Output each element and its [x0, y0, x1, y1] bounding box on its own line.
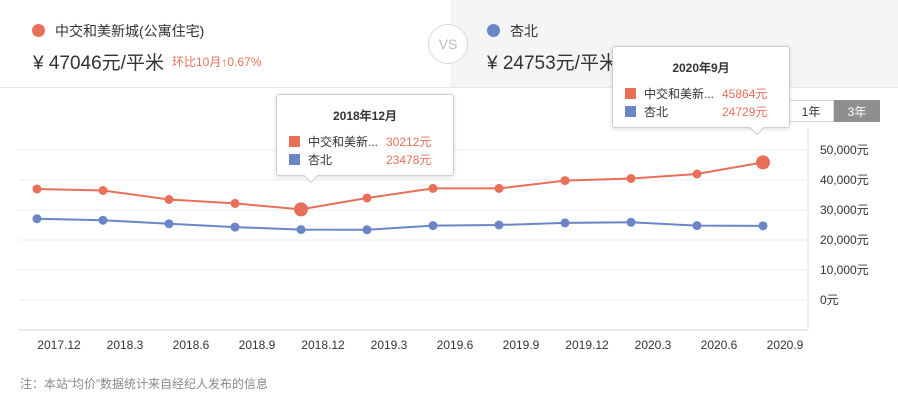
data-point: [32, 214, 42, 224]
tooltip-2018-12: 2018年12月 中交和美新... 30212元 杏北 23478元: [276, 94, 454, 184]
data-point: [626, 174, 636, 183]
tab-3-years[interactable]: 3年: [834, 100, 880, 122]
data-point: [164, 219, 174, 229]
x-tick-label: 2018.6: [173, 338, 210, 352]
compare-left-panel: 中交和美新城(公寓住宅) ¥ 47046元/平米 环比10月↑0.67%: [0, 0, 450, 87]
data-point: [428, 183, 438, 193]
x-tick-label: 2018.3: [107, 338, 144, 352]
right-area-name: 杏北: [510, 23, 538, 39]
data-point: [32, 184, 42, 194]
tooltip-2020-09: 2020年9月 中交和美新... 45864元 杏北 24729元: [612, 46, 790, 136]
comparison-header: 中交和美新城(公寓住宅) ¥ 47046元/平米 环比10月↑0.67% 杏北 …: [0, 0, 898, 88]
data-point: [296, 225, 306, 235]
tooltip-row-name: 杏北: [308, 152, 333, 167]
data-point: [230, 222, 240, 232]
tooltip-row-value: 24729元: [722, 104, 768, 119]
tooltip-row-name: 中交和美新...: [644, 86, 715, 101]
data-point: [494, 220, 504, 230]
data-point: [560, 218, 570, 228]
data-point: [230, 198, 240, 208]
data-source-note: 注：本站“均价”数据统计来自经纪人发布的信息: [20, 377, 268, 391]
right-area-price: ¥ 24753元/平米: [487, 53, 618, 74]
data-point: [428, 221, 438, 231]
x-tick-label: 2019.3: [371, 338, 408, 352]
x-tick-label: 2019.6: [437, 338, 474, 352]
tooltip-row-value: 30212元: [386, 134, 432, 149]
x-tick-label: 2019.9: [503, 338, 540, 352]
data-point: [758, 221, 768, 231]
x-tick-label: 2017.12: [37, 338, 81, 352]
series-dot-left: [32, 24, 45, 37]
y-tick-label: 10,000元: [820, 263, 869, 277]
x-tick-label: 2019.12: [565, 338, 609, 352]
tab-1-year[interactable]: 1年: [788, 100, 834, 122]
data-point: [626, 217, 636, 227]
left-estate-change: 环比10月↑0.67%: [172, 55, 262, 69]
legend-square-left: [289, 135, 300, 147]
data-point: [494, 183, 504, 193]
tooltip-row-name: 中交和美新...: [308, 134, 379, 149]
tooltip-row: 杏北 24729元: [625, 104, 768, 119]
series-dot-right: [487, 24, 500, 37]
legend-square-left: [625, 87, 636, 99]
legend-square-right: [289, 153, 300, 165]
x-tick-label: 2018.9: [239, 338, 276, 352]
data-point: [164, 195, 174, 204]
x-tick-label: 2018.12: [301, 338, 345, 352]
tooltip-row: 中交和美新... 30212元: [289, 134, 432, 149]
left-estate-name: 中交和美新城(公寓住宅): [55, 23, 205, 39]
y-tick-label: 0元: [820, 293, 839, 307]
data-point: [98, 186, 108, 195]
y-tick-label: 20,000元: [820, 233, 869, 247]
data-point: [294, 202, 308, 217]
data-point: [560, 176, 570, 186]
data-point: [756, 155, 770, 170]
tooltip-row: 中交和美新... 45864元: [625, 86, 768, 101]
y-tick-label: 40,000元: [820, 173, 869, 187]
data-point: [362, 225, 372, 235]
range-tabs: 1年 3年: [788, 100, 880, 122]
tooltip-row-name: 杏北: [644, 104, 669, 119]
legend-square-right: [625, 105, 636, 117]
tooltip-title: 2018年12月: [332, 109, 398, 123]
tooltip-row: 杏北 23478元: [289, 152, 432, 167]
x-tick-label: 2020.6: [701, 338, 738, 352]
series-line-0: [36, 161, 764, 211]
tooltip-row-value: 45864元: [722, 86, 768, 101]
data-point: [692, 221, 702, 231]
x-tick-label: 2020.3: [635, 338, 672, 352]
data-point: [692, 169, 702, 179]
data-point: [362, 193, 372, 203]
x-tick-label: 2020.9: [767, 338, 804, 352]
tooltip-title: 2020年9月: [672, 61, 730, 75]
data-point: [98, 215, 108, 225]
left-estate-price: ¥ 47046元/平米: [33, 53, 164, 74]
tooltip-row-value: 23478元: [386, 152, 432, 167]
y-tick-label: 50,000元: [820, 143, 869, 157]
y-tick-label: 30,000元: [820, 203, 869, 217]
series-line-1: [36, 217, 764, 231]
vs-badge: VS: [428, 24, 468, 64]
